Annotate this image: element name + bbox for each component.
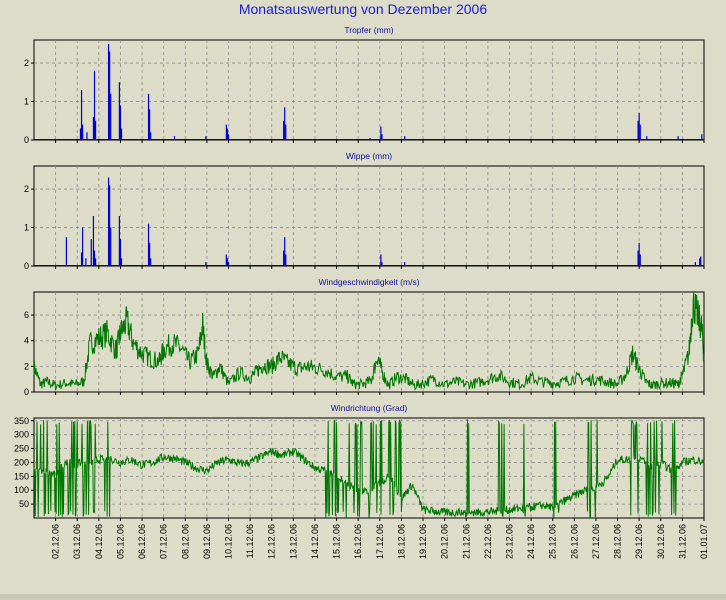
y-tick-label: 150 — [14, 471, 29, 481]
x-tick-label: 24.12.06 — [526, 524, 536, 559]
y-tick-label: 1 — [24, 97, 29, 107]
page-title: Monatsauswertung von Dezember 2006 — [238, 1, 488, 17]
x-tick-label: 14.12.06 — [310, 524, 320, 559]
y-tick-label: 200 — [14, 457, 29, 467]
chart-panel-4: Windrichtung (Grad) 50 100 150 200 250 300 350 0… — [14, 403, 709, 559]
panel-title: Windgeschwindigkeit (m/s) — [318, 277, 419, 287]
wind-speed-line — [33, 291, 705, 391]
x-tick-label: 31.12.06 — [677, 524, 687, 559]
x-tick-label: 30.12.06 — [656, 524, 666, 559]
x-tick-label: 25.12.06 — [548, 524, 558, 559]
y-tick-label: 0 — [24, 387, 29, 397]
x-tick-label: 02.12.06 — [51, 524, 61, 559]
x-tick-label: 03.12.06 — [72, 524, 82, 559]
y-tick-label: 350 — [14, 416, 29, 426]
x-tick-label: 04.12.06 — [94, 524, 104, 559]
x-tick-label: 15.12.06 — [332, 524, 342, 559]
x-tick-label: 28.12.06 — [613, 524, 623, 559]
panel-title: Tropfer (mm) — [344, 25, 393, 35]
x-tick-label: 17.12.06 — [375, 524, 385, 559]
window-bottom-edge — [0, 594, 726, 600]
x-tick-label: 27.12.06 — [591, 524, 601, 559]
x-tick-label: 16.12.06 — [353, 524, 363, 559]
x-tick-label: 22.12.06 — [483, 524, 493, 559]
x-tick-label: 19.12.06 — [418, 524, 428, 559]
chart-panel-3: Windgeschwindigkeit (m/s) 0 2 4 6 — [24, 277, 705, 397]
plot-frame — [33, 39, 705, 141]
x-tick-label: 21.12.06 — [461, 524, 471, 559]
x-tick-label: 05.12.06 — [115, 524, 125, 559]
y-tick-label: 100 — [14, 485, 29, 495]
x-tick-label: 06.12.06 — [137, 524, 147, 559]
x-tick-label: 11.12.06 — [245, 524, 255, 558]
x-tick-label: 08.12.06 — [180, 524, 190, 559]
chart-panel-1: Tropfer (mm) 0 1 2 — [24, 25, 705, 145]
y-tick-label: 50 — [19, 499, 29, 509]
y-tick-label: 0 — [24, 135, 29, 145]
y-tick-label: 4 — [24, 336, 29, 346]
y-tick-label: 6 — [24, 310, 29, 320]
y-tick-label: 250 — [14, 444, 29, 454]
chart-panel-2: Wippe (mm) 0 1 2 — [24, 151, 705, 271]
x-tick-label: 10.12.06 — [224, 524, 234, 559]
x-tick-label: 23.12.06 — [504, 524, 514, 559]
x-tick-label: 26.12.06 — [569, 524, 579, 559]
panel-title: Windrichtung (Grad) — [331, 403, 408, 413]
y-tick-label: 300 — [14, 430, 29, 440]
x-tick-label: 18.12.06 — [396, 524, 406, 559]
panel-title: Wippe (mm) — [346, 151, 392, 161]
wind-direction-line — [33, 419, 705, 520]
y-tick-label: 0 — [24, 261, 29, 271]
x-tick-label: 13.12.06 — [288, 524, 298, 559]
y-tick-label: 1 — [24, 223, 29, 233]
y-tick-label: 2 — [24, 361, 29, 371]
x-tick-label: 29.12.06 — [634, 524, 644, 559]
x-tick-label: 07.12.06 — [159, 524, 169, 559]
y-tick-label: 2 — [24, 58, 29, 68]
x-tick-label: 01.01.07 — [699, 524, 709, 559]
x-tick-label: 12.12.06 — [267, 524, 277, 559]
x-tick-label: 20.12.06 — [440, 524, 450, 559]
plot-frame — [33, 165, 705, 267]
y-tick-label: 2 — [24, 184, 29, 194]
x-tick-label: 09.12.06 — [202, 524, 212, 559]
